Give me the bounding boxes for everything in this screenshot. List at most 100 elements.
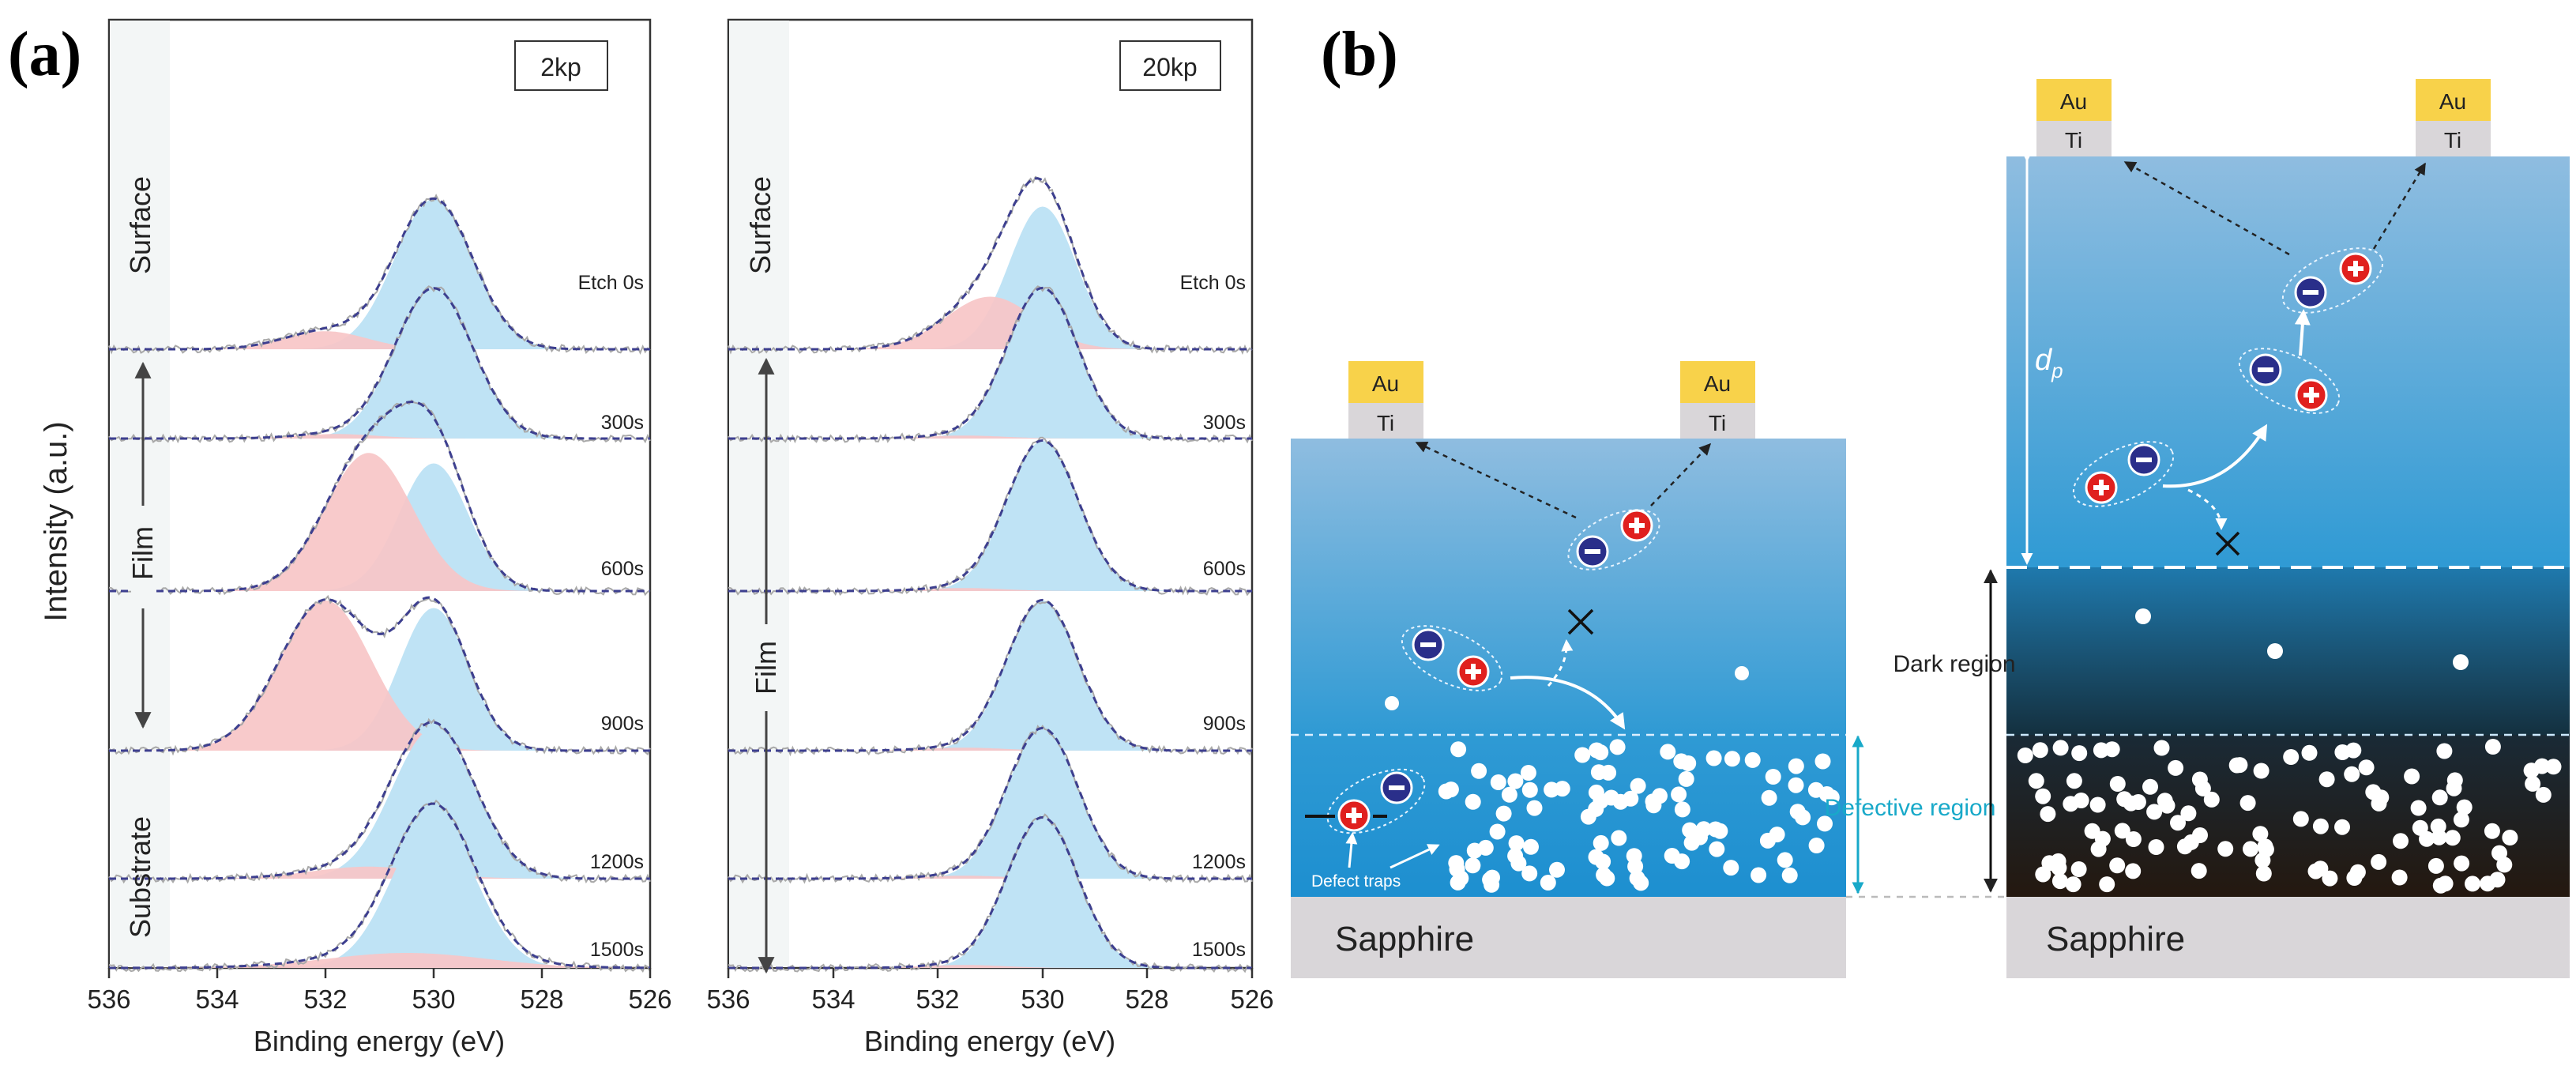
x-tick-label: 532 bbox=[916, 985, 959, 1014]
electrode-ti-label: Ti bbox=[1377, 411, 1394, 435]
trap-dot bbox=[1507, 848, 1524, 864]
trap-dot bbox=[1540, 875, 1556, 891]
trap-dot bbox=[1817, 815, 1833, 832]
trap-dot bbox=[2257, 838, 2273, 855]
etch-label: Etch 0s bbox=[578, 272, 644, 294]
xps-plot-2kp: 2kp Surface Film Substrate Etch 0s 300s … bbox=[87, 18, 672, 1057]
raw-spectrum bbox=[108, 194, 651, 355]
trap-dot bbox=[2255, 865, 2272, 882]
side-label-surface: Surface bbox=[744, 176, 777, 274]
trap-dot bbox=[1630, 778, 1646, 794]
trap-dot bbox=[2456, 799, 2473, 815]
defect-oxygen-peak bbox=[728, 965, 1252, 968]
trap-dot bbox=[2410, 800, 2427, 816]
carrier-path-arrow bbox=[2187, 488, 2228, 530]
defect-traps bbox=[1438, 739, 1840, 893]
y-axis-label: Intensity (a.u.) bbox=[39, 421, 73, 621]
exciton-outline bbox=[1401, 625, 1503, 691]
trap-dot bbox=[2254, 852, 2271, 868]
trap-dot bbox=[2035, 866, 2051, 883]
trap-dot bbox=[2116, 791, 2133, 808]
raw-spectrum bbox=[108, 399, 651, 597]
trap-dot bbox=[2239, 795, 2256, 812]
lattice-oxygen-peak bbox=[109, 729, 650, 879]
fit-envelope bbox=[728, 598, 1252, 752]
x-tick-label: 534 bbox=[811, 985, 855, 1014]
trap-dot bbox=[1508, 835, 1525, 852]
trap-dot bbox=[1507, 773, 1524, 789]
electrode-au-label: Au bbox=[2439, 89, 2466, 114]
lattice-oxygen-peak bbox=[109, 199, 650, 349]
trap-dot bbox=[1751, 867, 1767, 883]
trap-dot bbox=[2484, 739, 2501, 755]
fit-envelope bbox=[728, 726, 1252, 880]
carrier-path-arrow bbox=[2372, 162, 2427, 250]
exciton-outline bbox=[2072, 441, 2175, 507]
lattice-oxygen-peak bbox=[728, 288, 1252, 439]
trap-dot bbox=[2404, 768, 2420, 785]
x-axis: 536 534 532 530 528 526 Binding energy (… bbox=[706, 968, 1274, 1057]
trap-dot bbox=[1765, 769, 1781, 785]
trap-dot bbox=[2099, 876, 2115, 893]
trap-dot bbox=[2322, 870, 2338, 887]
side-label-film: Film bbox=[750, 641, 782, 695]
electrode-ti bbox=[2416, 121, 2491, 156]
trap-dot bbox=[1589, 742, 1605, 759]
etch-label: 300s bbox=[1203, 412, 1246, 434]
side-label-surface: Surface bbox=[124, 176, 156, 274]
trap-dot bbox=[1645, 797, 1662, 814]
trap-dot bbox=[1465, 857, 1481, 874]
trap-dot bbox=[2446, 780, 2462, 796]
defect-traps-label: Defect traps bbox=[1311, 872, 1401, 891]
spectra-layer bbox=[108, 194, 651, 973]
electrode-au-label: Au bbox=[2060, 89, 2087, 114]
trap-dot bbox=[2525, 775, 2541, 792]
trap-dot bbox=[1629, 870, 1645, 887]
trap-dot bbox=[2243, 841, 2258, 857]
film-layer bbox=[1291, 439, 1846, 735]
defect-oxygen-peak bbox=[728, 747, 1252, 751]
xps-plot-20kp: 20kp Surface Film Etch 0s 300s 600s 900s… bbox=[706, 18, 1274, 1057]
trap-dot bbox=[1438, 783, 1454, 800]
trap-dot bbox=[1385, 696, 1399, 710]
etch-label: 1200s bbox=[590, 851, 644, 873]
side-label-film: Film bbox=[126, 526, 159, 580]
trap-dot bbox=[2427, 857, 2444, 874]
fit-envelope bbox=[728, 439, 1252, 593]
etch-label: 600s bbox=[1203, 558, 1246, 580]
trap-dot bbox=[2465, 876, 2480, 892]
depth-label: dp bbox=[2035, 344, 2063, 382]
defect-oxygen-peak bbox=[109, 331, 650, 349]
trap-dot bbox=[2371, 853, 2387, 870]
trap-dot bbox=[1788, 777, 1804, 793]
trap-dot bbox=[2066, 773, 2082, 789]
fit-envelope bbox=[109, 802, 650, 970]
trap-dot bbox=[1501, 786, 1517, 803]
etch-label: 900s bbox=[601, 713, 644, 735]
trap-dot bbox=[2267, 643, 2283, 659]
carrier-path-arrow bbox=[2123, 160, 2290, 256]
trap-dot bbox=[1450, 874, 1466, 891]
sample-label: 2kp bbox=[540, 53, 581, 81]
trap-dot bbox=[2253, 763, 2270, 779]
trap-dot bbox=[1695, 821, 1712, 838]
trap-dot bbox=[1627, 858, 1644, 875]
x-tick-label: 526 bbox=[1230, 985, 1273, 1014]
trap-dot bbox=[2130, 794, 2146, 810]
trap-dot bbox=[2228, 757, 2245, 774]
spectra-layer bbox=[728, 175, 1253, 973]
trap-dot bbox=[2146, 804, 2163, 820]
fit-envelope bbox=[109, 400, 650, 593]
trap-dot bbox=[1495, 805, 1512, 822]
electrode-ti bbox=[2036, 121, 2112, 156]
x-tick-label: 536 bbox=[706, 985, 750, 1014]
lattice-oxygen-peak bbox=[728, 441, 1252, 591]
trap-dot bbox=[1723, 860, 1739, 876]
trap-dot bbox=[1707, 821, 1724, 838]
etch-label: 1200s bbox=[1192, 851, 1246, 873]
x-tick-label: 534 bbox=[195, 985, 239, 1014]
electrode-au bbox=[1680, 361, 1755, 403]
carrier-path-arrow bbox=[2162, 424, 2268, 488]
film-label-bg bbox=[754, 624, 780, 711]
